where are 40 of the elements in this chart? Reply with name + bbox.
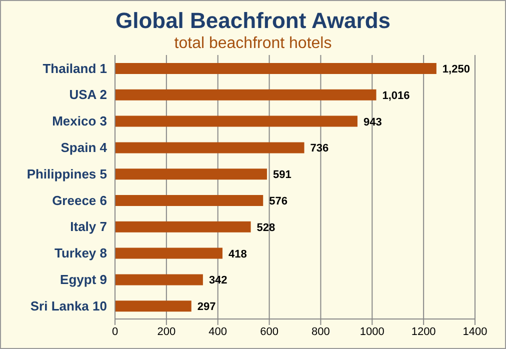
x-tick-label: 600 xyxy=(260,326,278,338)
data-label: 591 xyxy=(272,169,292,182)
y-tick-label: USA 2 xyxy=(69,87,107,102)
chart-title: Global Beachfront Awards xyxy=(114,8,392,34)
data-label: 528 xyxy=(256,222,276,234)
data-label: 1,250 xyxy=(442,64,470,76)
data-label: 418 xyxy=(228,248,247,260)
bar xyxy=(115,195,264,206)
y-tick-label: Thailand 1 xyxy=(42,60,107,76)
chart-subtitle: total beachfront hotels xyxy=(173,35,333,53)
y-tick-label: Mexico 3 xyxy=(52,114,107,129)
y-tick-label: Sri Lanka 10 xyxy=(30,298,107,314)
bar xyxy=(115,63,436,74)
bar xyxy=(115,142,304,154)
bar xyxy=(115,300,192,312)
y-tick-label: Turkey 8 xyxy=(54,246,107,261)
bar xyxy=(115,116,358,127)
bar xyxy=(115,248,222,259)
x-tick-label: 800 xyxy=(312,326,330,338)
data-label: 342 xyxy=(208,274,228,287)
y-tick-label: Greece 6 xyxy=(52,192,107,208)
x-tick-label: 1200 xyxy=(411,326,436,338)
bar xyxy=(115,168,267,180)
bar xyxy=(115,89,376,100)
data-label: 943 xyxy=(363,116,382,128)
x-tick-label: 400 xyxy=(208,326,228,338)
data-label: 736 xyxy=(310,142,329,155)
x-tick-label: 1000 xyxy=(360,326,384,338)
x-tick-label: 1400 xyxy=(462,326,488,338)
data-label: 297 xyxy=(197,301,216,314)
data-label: 576 xyxy=(269,196,288,208)
bar xyxy=(115,221,251,232)
bar xyxy=(115,274,203,286)
y-tick-label: Egypt 9 xyxy=(60,272,107,288)
x-tick-label: 0 xyxy=(112,326,118,338)
x-tick-label: 200 xyxy=(157,326,176,338)
y-tick-label: Italy 7 xyxy=(70,219,107,234)
y-tick-label: Philippines 5 xyxy=(26,166,107,182)
y-tick-label: Spain 4 xyxy=(60,140,108,156)
data-label: 1,016 xyxy=(382,90,410,102)
